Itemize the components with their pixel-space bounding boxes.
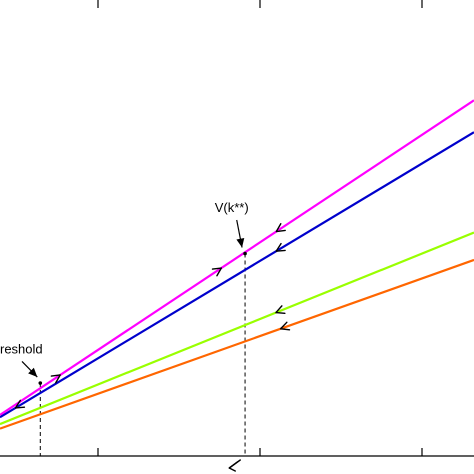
direction-arrow-4: [14, 399, 26, 409]
series-line-2: [0, 131, 474, 419]
series-line-1: [0, 99, 474, 416]
series-line-3: [0, 231, 474, 426]
annotation-point-1: [38, 381, 43, 385]
direction-arrow-3: [275, 223, 286, 233]
direction-arrow-6: [275, 305, 286, 314]
annotations: reshold V(k**): [0, 200, 249, 385]
annotation-label-1: reshold: [0, 341, 43, 356]
direction-arrow-1: [50, 374, 61, 384]
axes: [0, 0, 474, 457]
annotation-pointer-head-2: [236, 237, 245, 248]
axis-direction-arrow-shaft: [228, 459, 241, 469]
direction-arrow-7: [279, 321, 291, 331]
annotation-pointer-head-1: [28, 367, 38, 378]
annotation-label-2: V(k**): [215, 200, 249, 215]
series-line-4: [0, 258, 474, 430]
annotation-point-2: [243, 251, 247, 256]
guide-lines: [39, 253, 246, 456]
direction-arrow-2: [211, 267, 223, 277]
direction-arrow-5: [275, 242, 286, 252]
direction-arrows: [14, 223, 291, 472]
series-lines: [0, 99, 474, 430]
